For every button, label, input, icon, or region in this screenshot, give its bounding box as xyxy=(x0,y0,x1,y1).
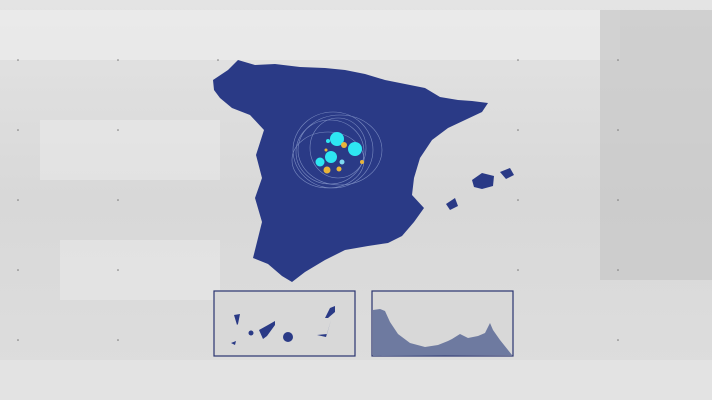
data-bubbles[interactable] xyxy=(315,132,365,174)
grid-dots xyxy=(17,59,619,341)
bubble xyxy=(315,157,325,167)
bubble xyxy=(326,139,330,143)
balearic-islands[interactable] xyxy=(446,168,514,210)
background-band xyxy=(600,10,712,280)
background-band xyxy=(0,10,620,60)
inset-ceuta-melilla-coast[interactable] xyxy=(371,290,514,357)
bubble xyxy=(325,151,337,163)
bubble xyxy=(339,159,345,165)
bubble xyxy=(323,166,331,174)
peninsula-land[interactable] xyxy=(213,60,488,282)
bubble xyxy=(348,142,362,156)
background-band xyxy=(40,120,220,180)
inset-canary-islands[interactable] xyxy=(213,290,356,357)
bubble xyxy=(330,132,344,146)
bubble xyxy=(341,142,347,148)
background-band xyxy=(60,240,220,300)
bubble xyxy=(336,166,342,172)
background-band xyxy=(0,360,712,400)
bubble xyxy=(360,160,364,164)
distance-rings xyxy=(291,111,383,189)
bubble xyxy=(324,148,328,152)
